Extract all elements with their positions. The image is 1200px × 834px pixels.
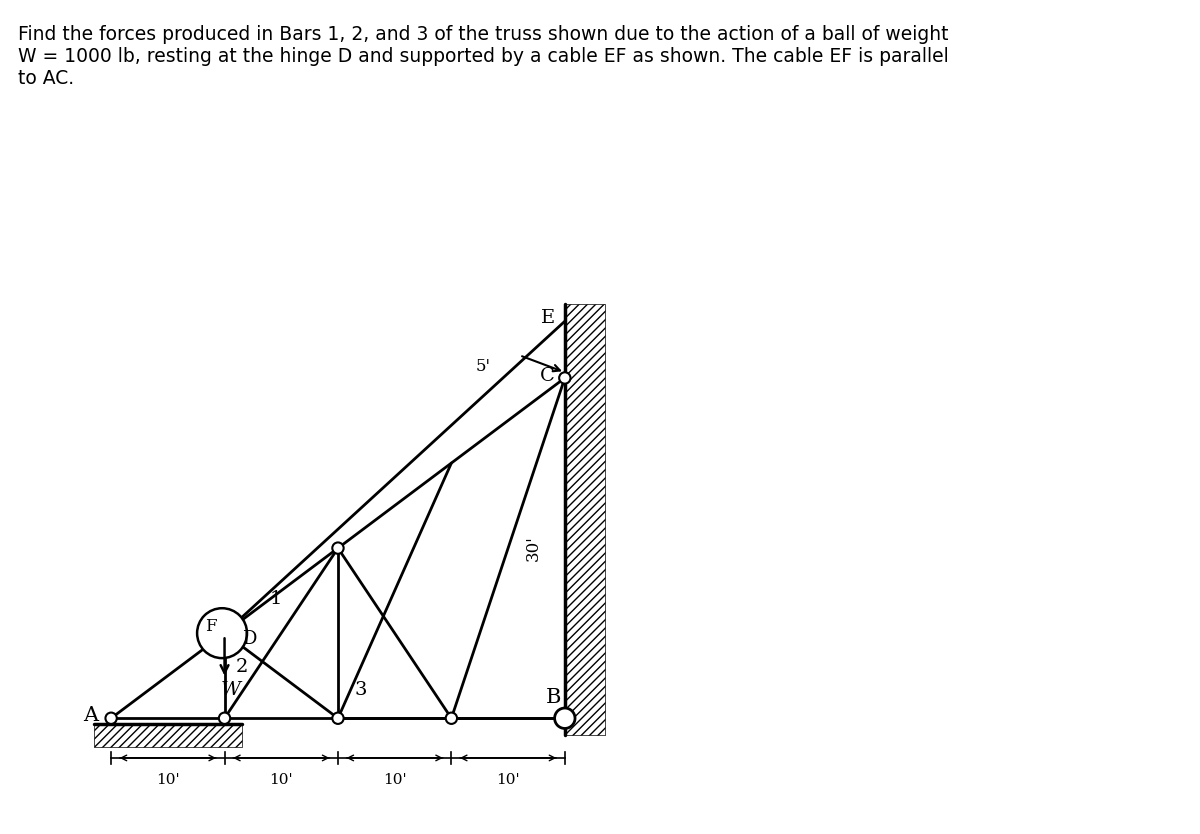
Text: E: E <box>541 309 554 327</box>
Bar <box>94 724 241 746</box>
Text: 10': 10' <box>270 772 293 786</box>
Circle shape <box>332 542 343 554</box>
Text: 2: 2 <box>235 658 247 676</box>
Text: C: C <box>540 367 556 384</box>
Circle shape <box>554 708 575 728</box>
Text: W: W <box>221 681 240 699</box>
Bar <box>565 304 605 736</box>
Text: 1: 1 <box>270 590 282 608</box>
Circle shape <box>197 608 247 658</box>
Text: F: F <box>205 619 217 636</box>
Text: B: B <box>546 688 562 707</box>
Circle shape <box>218 627 230 639</box>
Text: 30': 30' <box>526 535 542 561</box>
Bar <box>565 304 605 736</box>
Text: 3: 3 <box>354 681 367 699</box>
Circle shape <box>106 712 116 724</box>
Circle shape <box>445 712 457 724</box>
Circle shape <box>332 712 343 724</box>
Text: 10': 10' <box>383 772 407 786</box>
Text: 10': 10' <box>497 772 520 786</box>
Text: Find the forces produced in Bars 1, 2, and 3 of the truss shown due to the actio: Find the forces produced in Bars 1, 2, a… <box>18 25 949 88</box>
Text: 10': 10' <box>156 772 180 786</box>
Circle shape <box>559 372 570 384</box>
Text: D: D <box>242 630 257 648</box>
Circle shape <box>218 712 230 724</box>
Text: 5': 5' <box>476 358 491 375</box>
Bar <box>94 724 241 746</box>
Text: A: A <box>83 706 98 726</box>
